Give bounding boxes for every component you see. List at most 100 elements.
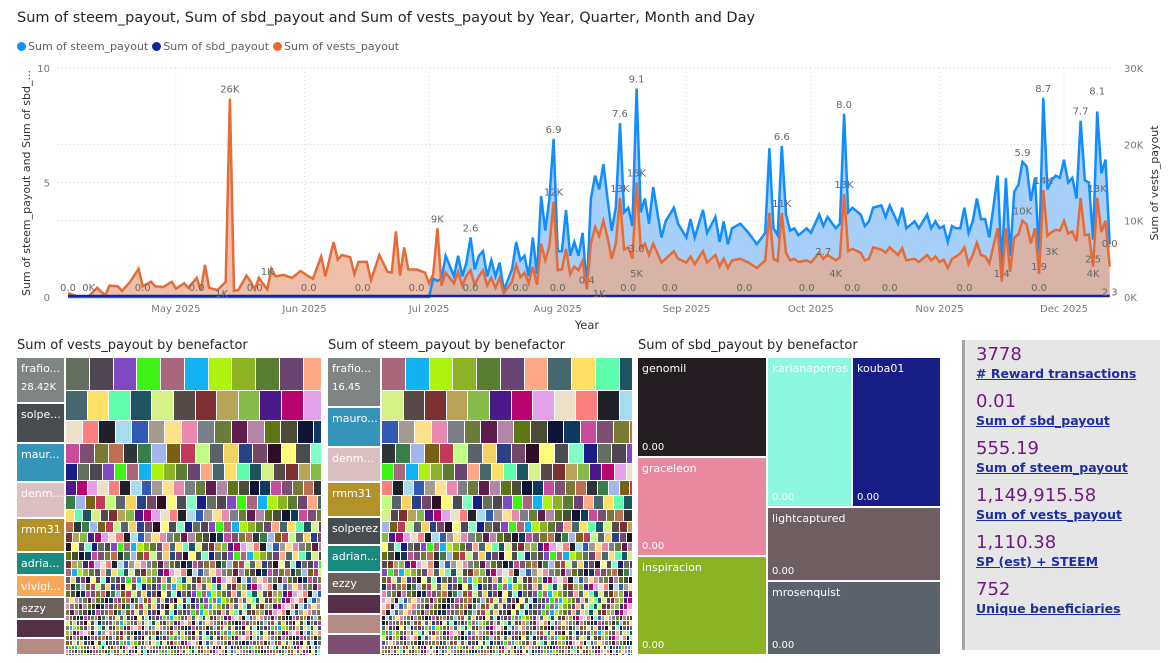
treemap-tile[interactable] <box>174 621 178 626</box>
treemap-tile[interactable] <box>175 561 182 569</box>
treemap-tile-adria[interactable]: adria... <box>17 553 66 576</box>
treemap-tile[interactable] <box>161 610 166 616</box>
treemap-tile[interactable] <box>396 444 411 464</box>
treemap-tile[interactable] <box>628 591 633 598</box>
treemap-tile[interactable] <box>135 510 144 522</box>
treemap-tile[interactable] <box>292 543 300 552</box>
treemap-tile[interactable] <box>176 543 183 552</box>
treemap-tile[interactable] <box>305 543 313 552</box>
treemap-tile[interactable] <box>74 598 79 604</box>
treemap-tile[interactable] <box>533 533 541 543</box>
treemap-tile[interactable] <box>318 496 322 510</box>
treemap-tile[interactable] <box>281 421 298 444</box>
treemap-tile[interactable] <box>249 626 254 631</box>
treemap-tile[interactable] <box>202 543 209 552</box>
treemap-tile[interactable] <box>490 391 512 421</box>
treemap-tile[interactable] <box>556 552 564 561</box>
treemap-tile[interactable] <box>278 616 282 621</box>
treemap-tile[interactable] <box>479 543 486 552</box>
treemap-tile[interactable] <box>116 626 120 631</box>
treemap-tile[interactable] <box>296 444 311 464</box>
treemap-tile[interactable] <box>227 569 234 577</box>
treemap-tile[interactable] <box>548 358 573 391</box>
treemap-tile[interactable] <box>113 598 118 604</box>
treemap-tile[interactable] <box>240 522 249 533</box>
treemap-tile[interactable] <box>247 604 252 610</box>
treemap-tile[interactable] <box>485 543 493 552</box>
treemap-tile[interactable] <box>595 552 603 561</box>
treemap-tile[interactable] <box>192 621 196 626</box>
treemap-tile-karianaporras[interactable]: karianaporras 0.00 <box>768 358 853 508</box>
treemap-tile[interactable] <box>282 481 293 496</box>
treemap-tile[interactable] <box>66 604 71 610</box>
treemap-tile[interactable] <box>316 610 321 616</box>
treemap-tile[interactable] <box>225 610 231 616</box>
treemap-tile[interactable] <box>105 631 110 636</box>
treemap-tile[interactable] <box>292 621 297 626</box>
treemap-tile[interactable] <box>242 577 248 584</box>
treemap-tile[interactable] <box>83 610 88 616</box>
treemap-tile[interactable] <box>213 626 218 631</box>
treemap-tile[interactable] <box>267 533 275 543</box>
treemap-tile[interactable] <box>292 584 298 591</box>
treemap-tile[interactable] <box>156 591 162 598</box>
treemap-tile[interactable] <box>166 631 171 636</box>
treemap-tile[interactable] <box>146 569 153 577</box>
treemap-tile[interactable] <box>597 421 614 444</box>
treemap-tile[interactable] <box>181 591 187 598</box>
treemap-tile[interactable] <box>242 591 248 598</box>
treemap-tile[interactable] <box>186 604 192 610</box>
treemap-tile[interactable] <box>221 569 228 577</box>
treemap-tile[interactable] <box>210 533 218 543</box>
steem-treemap[interactable]: frafio... 16.45 mauro... denm... rmm31 solper… <box>328 358 634 656</box>
treemap-tile[interactable] <box>296 569 303 577</box>
treemap-tile[interactable] <box>260 616 264 621</box>
treemap-tile[interactable] <box>287 584 293 591</box>
treemap-tile[interactable] <box>260 604 265 610</box>
treemap-tile[interactable] <box>603 496 614 510</box>
treemap-tile[interactable] <box>319 561 322 569</box>
treemap-tile[interactable] <box>195 621 200 626</box>
treemap-tile[interactable] <box>171 584 177 591</box>
treemap-tile[interactable] <box>87 621 92 626</box>
treemap-tile[interactable] <box>222 591 228 598</box>
treemap-tile[interactable] <box>123 533 131 543</box>
treemap-tile[interactable] <box>195 391 218 421</box>
treemap-tile[interactable] <box>177 616 182 621</box>
kpi-sp-link[interactable]: SP (est) + STEEM <box>976 554 1099 569</box>
treemap-tile[interactable] <box>572 522 580 533</box>
treemap-tile[interactable] <box>111 552 118 561</box>
treemap-tile[interactable] <box>66 464 79 481</box>
treemap-tile[interactable] <box>272 584 278 591</box>
treemap-tile[interactable] <box>109 510 118 522</box>
treemap-tile[interactable] <box>94 533 102 543</box>
treemap-tile[interactable] <box>266 552 274 561</box>
treemap-tile[interactable] <box>228 621 232 626</box>
treemap-tile[interactable] <box>553 496 564 510</box>
treemap-tile[interactable] <box>612 444 627 464</box>
treemap-tile[interactable] <box>197 577 203 584</box>
treemap-tile[interactable] <box>297 496 308 510</box>
treemap-tile[interactable] <box>262 577 268 584</box>
treemap-tile[interactable] <box>143 543 151 552</box>
treemap-tile[interactable] <box>141 621 146 626</box>
treemap-tile[interactable] <box>86 577 92 584</box>
treemap-tile[interactable] <box>271 616 275 621</box>
treemap-tile[interactable] <box>247 584 253 591</box>
treemap-tile[interactable] <box>388 552 395 561</box>
treemap-tile[interactable] <box>282 577 288 584</box>
treemap-tile[interactable] <box>215 552 222 561</box>
treemap-tile[interactable] <box>217 533 225 543</box>
treemap-tile[interactable] <box>106 569 113 577</box>
treemap-tile[interactable] <box>66 391 88 421</box>
treemap-tile[interactable] <box>479 552 486 561</box>
treemap-tile[interactable] <box>217 626 221 631</box>
treemap-tile[interactable] <box>148 598 153 604</box>
treemap-tile[interactable] <box>102 621 106 626</box>
treemap-tile[interactable] <box>188 616 192 621</box>
treemap-tile[interactable] <box>279 522 288 533</box>
treemap-tile[interactable] <box>100 598 105 604</box>
treemap-tile[interactable] <box>277 591 283 598</box>
treemap-tile[interactable] <box>238 391 261 421</box>
treemap-tile[interactable] <box>178 604 183 610</box>
